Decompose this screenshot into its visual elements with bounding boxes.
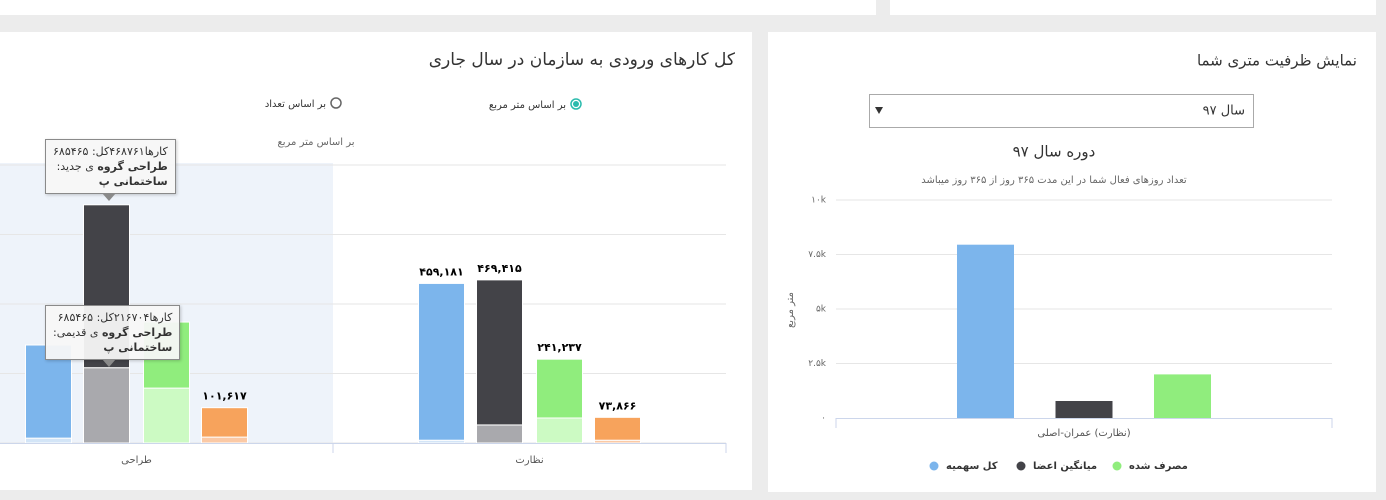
y-tick-label: ۷.۵k — [808, 250, 827, 260]
y-tick-label: ۰ — [821, 414, 826, 424]
radio[interactable] — [330, 97, 342, 109]
data-label: ۱۰۱,۶۱۷ — [202, 390, 247, 403]
tooltip-name: طراحی گروه ی جدید: — [53, 159, 168, 174]
bar — [957, 244, 1014, 418]
select-arrow — [875, 107, 883, 114]
bar — [1154, 374, 1211, 418]
tooltip-name-rest: ی قدیمی: — [53, 326, 99, 339]
panel-title: نمایش ظرفیت متری شما — [1197, 52, 1357, 70]
legend-label[interactable]: کل سهمیه — [946, 461, 998, 472]
bar-segment — [536, 358, 583, 419]
radio-dot — [573, 101, 579, 107]
y-tick-label: ۲.۵k — [808, 359, 827, 369]
y-axis-title: متر مربع — [785, 292, 796, 328]
legend-marker — [1112, 461, 1122, 471]
select-value[interactable]: سال ۹۷ — [1203, 104, 1245, 119]
bar-segment — [476, 424, 523, 444]
tooltip-footer: ساختمانی پ — [53, 340, 172, 355]
bar-segment — [201, 436, 248, 444]
data-label: ۴۵۹,۱۸۱ — [419, 265, 463, 278]
chart-title: دوره سال ۹۷ — [1013, 143, 1096, 161]
legend-label[interactable]: مصرف شده — [1129, 461, 1188, 472]
radio-label[interactable]: بر اساس متر مربع — [489, 100, 566, 111]
bar-segment — [143, 387, 190, 444]
x-tick-label: طراحی — [121, 455, 152, 466]
tooltip-footer-bold: ساختمانی پ — [103, 341, 173, 354]
tooltip-header: کارها۴۶۸۷۶۱کل: ۶۸۵۴۶۵ — [53, 145, 168, 158]
bar-segment — [594, 416, 641, 441]
bar-segment — [476, 279, 523, 426]
bar-segment — [418, 282, 465, 441]
bar-segment — [83, 367, 130, 444]
tooltip: کارها۲۱۶۷۰۴کل: ۶۸۵۴۶۵ طراحی گروه ی قدیمی… — [45, 305, 181, 367]
year-select[interactable] — [869, 94, 1254, 128]
tooltip-header: کارها۲۱۶۷۰۴کل: ۶۸۵۴۶۵ — [57, 311, 173, 324]
legend-marker — [1016, 461, 1026, 471]
chart-subtitle: تعداد روزهای فعال شما در این مدت ۳۶۵ روز… — [921, 175, 1187, 186]
top-card — [0, 0, 876, 15]
bar-segment — [201, 407, 248, 438]
panel-title: کل کارهای ورودی به سازمان در سال جاری — [429, 50, 736, 70]
tooltip-footer-bold: ساختمانی پ — [98, 175, 168, 188]
tooltip-name-rest: ی جدید: — [56, 160, 94, 173]
data-label: ۲۴۱,۲۳۷ — [537, 341, 582, 354]
tooltip-name: طراحی گروه ی قدیمی: — [53, 325, 172, 340]
legend-label[interactable]: میانگین اعضا — [1033, 459, 1097, 472]
radio-group: بر اساس متر مربع بر اساس تعداد — [265, 97, 582, 111]
y-tick-label: ۵k — [816, 305, 827, 315]
bar-segment — [25, 437, 72, 444]
y-tick-label: ۱۰k — [811, 196, 827, 206]
legend-marker — [929, 461, 939, 471]
bar — [1055, 400, 1113, 418]
data-label: ۷۳,۸۶۶ — [599, 399, 637, 412]
top-card — [890, 0, 1376, 15]
tooltip-name-bold: طراحی گروه — [101, 326, 173, 339]
x-tick-label: نظارت — [515, 455, 543, 466]
bar-segment — [536, 417, 583, 444]
tooltip-name-bold: طراحی گروه — [97, 160, 168, 173]
radio-label[interactable]: بر اساس تعداد — [265, 99, 326, 110]
tooltip-footer: ساختمانی پ — [53, 174, 168, 189]
x-tick-label: نظارت) عمران-اصلی) — [1037, 428, 1130, 439]
data-label: ۴۶۹,۴۱۵ — [477, 262, 522, 275]
tooltip: کارها۴۶۸۷۶۱کل: ۶۸۵۴۶۵ طراحی گروه ی جدید:… — [45, 139, 176, 201]
chart-subtitle: بر اساس متر مربع — [277, 137, 354, 148]
